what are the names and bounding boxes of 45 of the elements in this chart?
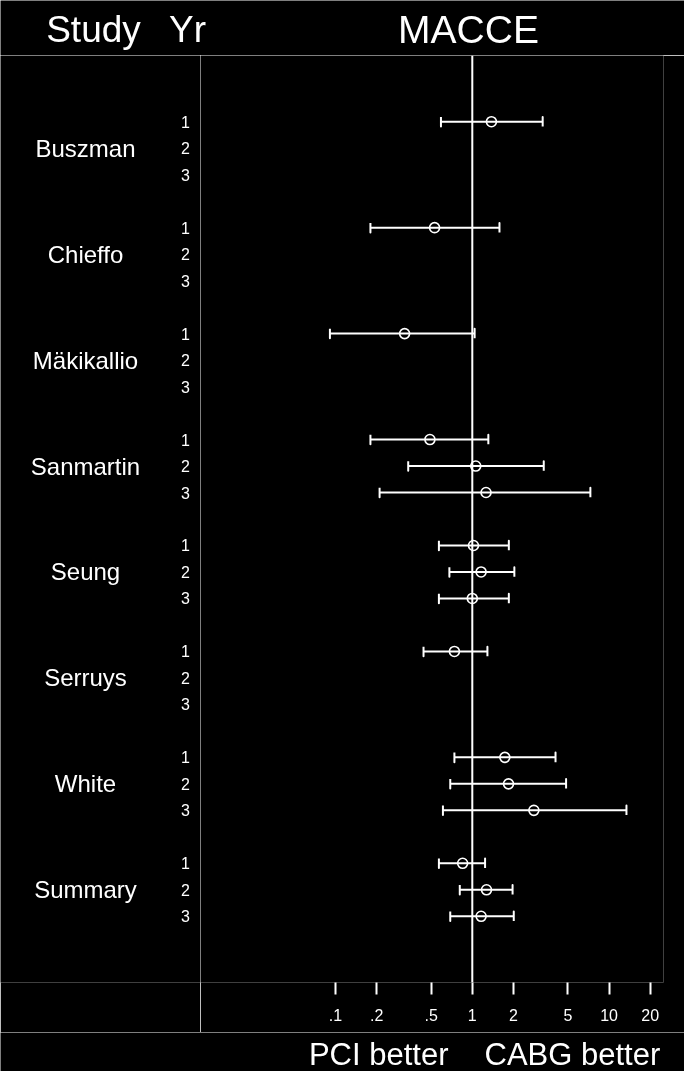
y-tick-label: 1 bbox=[181, 537, 191, 555]
y-tick-label: 1 bbox=[181, 325, 191, 343]
y-tick-label: 1 bbox=[181, 431, 191, 449]
y2-tick-label: Summary bbox=[34, 876, 137, 904]
y-tick-label: 3 bbox=[181, 802, 191, 820]
y-tick-label: 3 bbox=[181, 378, 191, 396]
chart-title: MACCE bbox=[398, 8, 539, 51]
y-tick-label: 3 bbox=[181, 908, 191, 926]
y-tick-label: 2 bbox=[181, 881, 191, 899]
text: CABG better bbox=[484, 1036, 661, 1071]
y-axis-title: Yr bbox=[169, 9, 206, 50]
y-tick-label: 1 bbox=[181, 219, 191, 237]
y-tick-label: 3 bbox=[181, 272, 191, 290]
x-tick-label: .5 bbox=[424, 1006, 438, 1024]
y-tick-label: 3 bbox=[181, 696, 191, 714]
y2-tick-label: Chieffo bbox=[47, 240, 124, 268]
y-tick-label: 3 bbox=[181, 590, 191, 608]
y-tick-label: 2 bbox=[181, 775, 191, 793]
y-tick-label: 2 bbox=[181, 352, 191, 370]
y2-tick-label: Sanmartin bbox=[30, 452, 141, 480]
x-tick-label: 20 bbox=[641, 1006, 660, 1024]
text: PCI better bbox=[308, 1036, 449, 1071]
y-tick-label: 2 bbox=[181, 246, 191, 264]
x-tick-label: 2 bbox=[509, 1006, 519, 1024]
y-tick-label: 2 bbox=[181, 563, 191, 581]
y-tick-label: 1 bbox=[181, 113, 191, 131]
y2-tick-label: Buszman bbox=[35, 134, 136, 162]
x-tick-label: .1 bbox=[328, 1006, 343, 1024]
y-tick-label: 2 bbox=[181, 140, 191, 158]
x-tick-label: 5 bbox=[563, 1006, 573, 1024]
y-tick-label: 2 bbox=[181, 458, 191, 476]
y-tick-label: 1 bbox=[181, 643, 191, 661]
y-tick-label: 1 bbox=[181, 855, 191, 873]
y2-tick-label: Serruys bbox=[44, 664, 127, 692]
y-tick-label: 3 bbox=[181, 166, 191, 184]
x-tick-label: 10 bbox=[600, 1006, 619, 1024]
y-tick-label: 1 bbox=[181, 749, 191, 767]
y2-tick-label: Mäkikallio bbox=[32, 346, 139, 374]
y-tick-label: 2 bbox=[181, 669, 191, 687]
y2-tick-label: Seung bbox=[50, 558, 121, 586]
y2-axis-title: Study bbox=[46, 9, 142, 50]
x-tick-label: .2 bbox=[370, 1006, 384, 1024]
y2-tick-label: White bbox=[54, 770, 117, 798]
x-tick-label: 1 bbox=[467, 1006, 477, 1024]
y-tick-label: 3 bbox=[181, 484, 191, 502]
